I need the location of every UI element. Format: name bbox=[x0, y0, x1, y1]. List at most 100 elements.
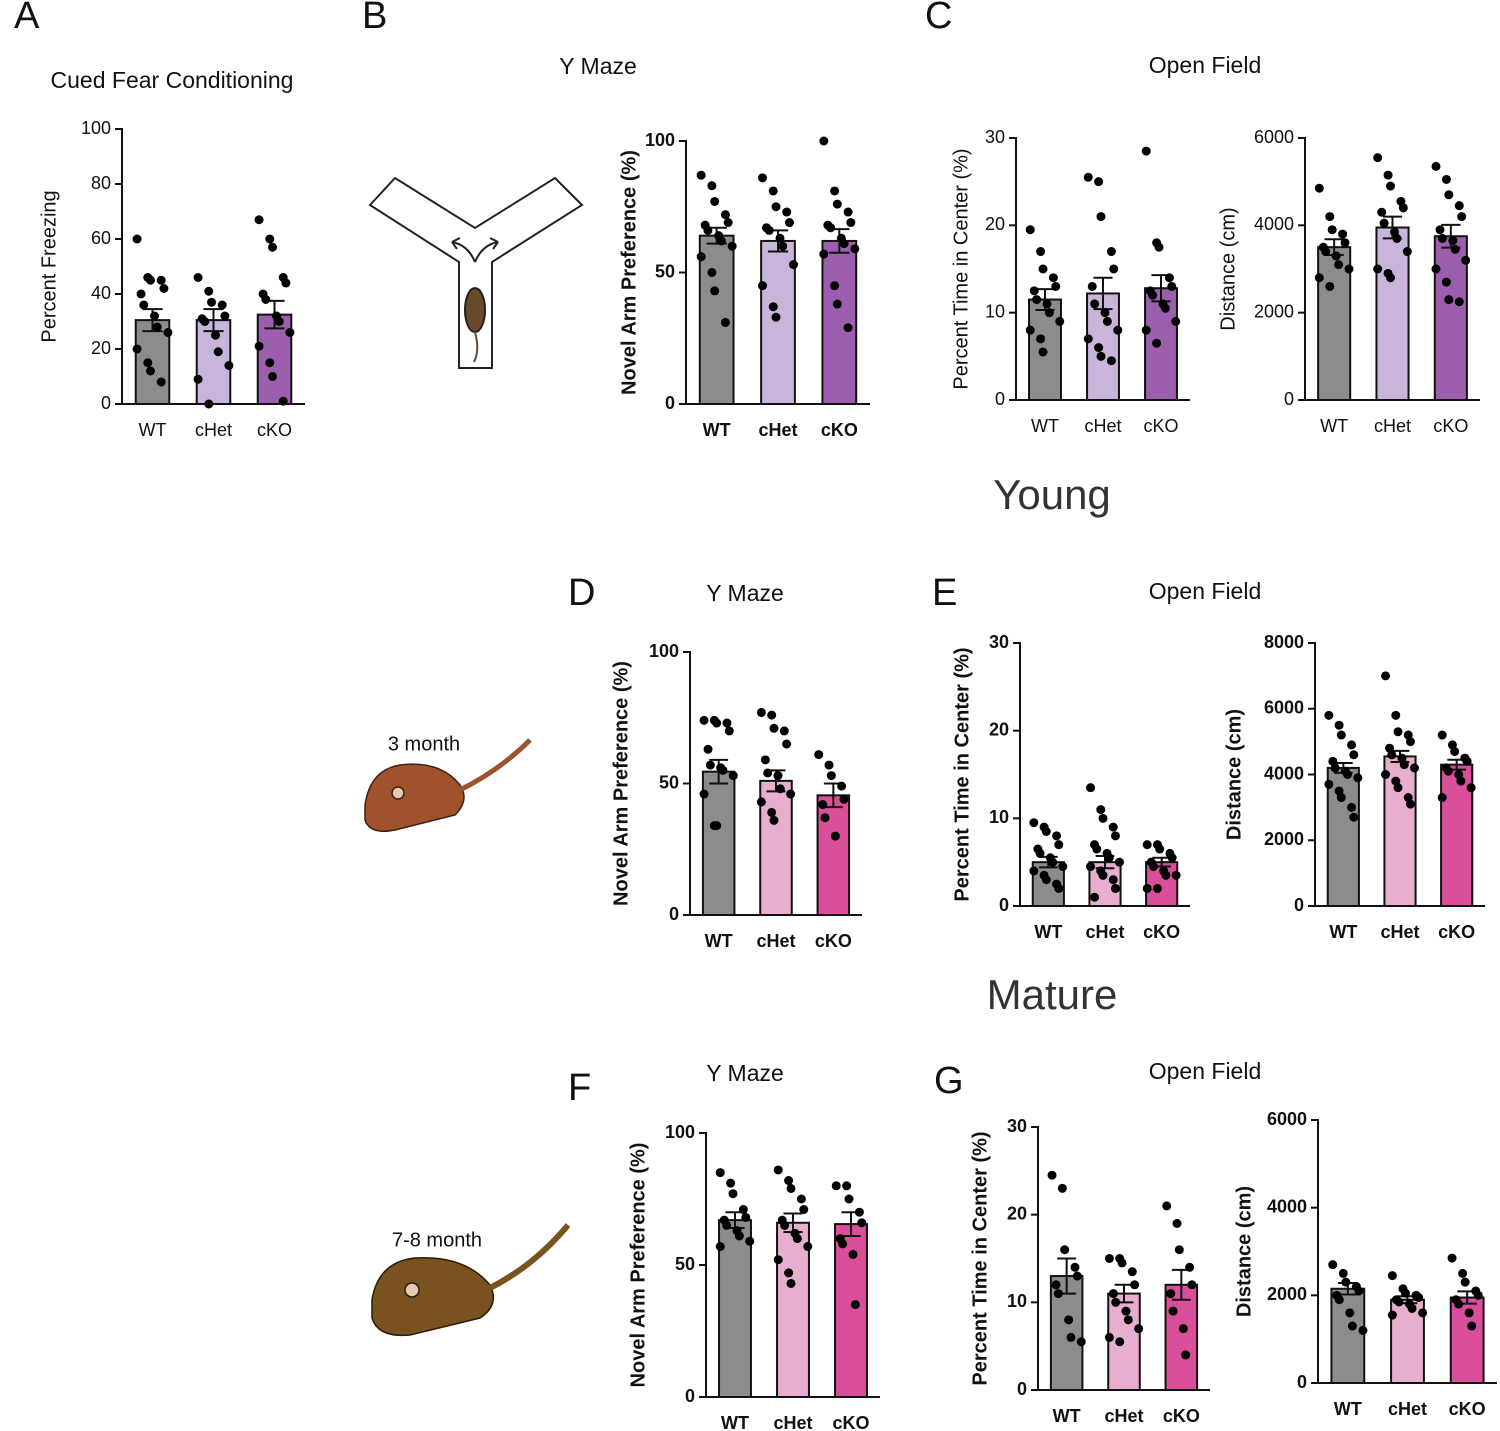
data-point bbox=[1418, 1308, 1428, 1318]
data-point bbox=[778, 241, 788, 251]
data-point bbox=[720, 210, 730, 220]
data-point bbox=[268, 242, 277, 252]
data-point bbox=[712, 718, 722, 728]
x-tick-label: cHet bbox=[1374, 416, 1411, 436]
data-point bbox=[764, 225, 774, 235]
data-point bbox=[1038, 347, 1048, 357]
data-point bbox=[786, 789, 796, 799]
x-tick-label: WT bbox=[721, 1413, 749, 1431]
data-point bbox=[1161, 870, 1171, 880]
data-point bbox=[1029, 818, 1039, 828]
y-tick-label: 4000 bbox=[1267, 1196, 1307, 1216]
data-point bbox=[1174, 1245, 1184, 1255]
data-point bbox=[727, 241, 737, 251]
bar bbox=[816, 794, 851, 917]
data-point bbox=[207, 297, 216, 307]
data-point bbox=[788, 260, 798, 270]
data-point bbox=[1055, 316, 1065, 326]
data-point bbox=[830, 831, 840, 841]
data-point bbox=[715, 1242, 725, 1252]
data-point bbox=[767, 710, 777, 720]
data-point bbox=[1393, 783, 1403, 793]
data-point bbox=[756, 797, 766, 807]
x-tick-label: cHet bbox=[1084, 416, 1121, 436]
panel-letter: D bbox=[568, 572, 595, 614]
x-tick-label: WT bbox=[139, 420, 167, 440]
data-point bbox=[710, 196, 720, 206]
data-point bbox=[1391, 710, 1401, 720]
y-tick-label: 0 bbox=[1284, 389, 1294, 409]
data-point bbox=[826, 223, 836, 233]
data-point bbox=[1171, 870, 1181, 880]
data-point bbox=[268, 372, 277, 381]
y-tick-label: 20 bbox=[985, 214, 1005, 234]
data-point bbox=[782, 739, 792, 749]
data-point bbox=[819, 136, 829, 146]
data-point bbox=[193, 374, 203, 384]
data-point bbox=[1152, 338, 1162, 348]
group-heading: Mature bbox=[987, 971, 1118, 1018]
data-point bbox=[1325, 212, 1335, 222]
bar bbox=[1326, 766, 1360, 907]
data-point bbox=[818, 800, 828, 810]
data-point bbox=[707, 268, 717, 277]
data-point bbox=[132, 234, 142, 244]
y-tick-label: 40 bbox=[91, 283, 111, 303]
data-point bbox=[1051, 1280, 1061, 1290]
data-point bbox=[1386, 181, 1395, 191]
data-point bbox=[132, 344, 142, 354]
data-point bbox=[1060, 1245, 1070, 1255]
group-heading: Young bbox=[993, 471, 1111, 518]
data-point bbox=[826, 771, 836, 781]
y-tick-label: 0 bbox=[995, 389, 1005, 409]
data-point bbox=[1347, 1321, 1357, 1331]
data-point bbox=[769, 723, 779, 733]
data-point bbox=[716, 236, 726, 246]
data-point bbox=[1148, 862, 1158, 872]
data-point bbox=[150, 311, 159, 321]
data-point bbox=[1035, 848, 1045, 858]
data-point bbox=[1100, 308, 1110, 318]
y-axis-label: Percent Time in Center (%) bbox=[950, 148, 972, 389]
y-tick-label: 6000 bbox=[1267, 1109, 1307, 1129]
bar bbox=[1164, 1283, 1199, 1392]
data-point bbox=[1456, 776, 1466, 786]
chart-title: Y Maze bbox=[706, 1060, 784, 1086]
data-point bbox=[1142, 883, 1152, 893]
data-point bbox=[699, 789, 709, 799]
data-point bbox=[1387, 1271, 1397, 1281]
data-point bbox=[705, 760, 715, 770]
y-axis-label: Novel Arm Preference (%) bbox=[627, 1143, 649, 1388]
data-point bbox=[1386, 273, 1395, 283]
data-point bbox=[767, 807, 777, 817]
data-point bbox=[1053, 1289, 1063, 1299]
x-tick-label: cHet bbox=[1104, 1406, 1143, 1426]
data-point bbox=[1336, 730, 1346, 740]
x-tick-label: cHet bbox=[773, 1413, 812, 1431]
data-point bbox=[1054, 840, 1064, 850]
data-point bbox=[156, 377, 166, 387]
data-point bbox=[1066, 1332, 1076, 1342]
data-point bbox=[773, 1255, 783, 1265]
x-tick-label: cHet bbox=[1085, 922, 1124, 942]
data-point bbox=[1048, 857, 1058, 867]
data-point bbox=[1086, 862, 1096, 872]
x-tick-label: cHet bbox=[195, 420, 232, 440]
y-tick-label: 30 bbox=[1007, 1116, 1027, 1136]
chart-title: Cued Fear Conditioning bbox=[51, 67, 294, 93]
data-point bbox=[703, 744, 713, 754]
data-point bbox=[1154, 242, 1164, 252]
data-point bbox=[1402, 247, 1412, 257]
data-point bbox=[1162, 1201, 1172, 1211]
x-tick-label: WT bbox=[1329, 922, 1357, 942]
data-point bbox=[204, 286, 214, 296]
data-point bbox=[830, 281, 840, 291]
data-point bbox=[773, 1165, 783, 1175]
error-bar bbox=[203, 308, 224, 333]
x-tick-label: cKO bbox=[1433, 416, 1468, 436]
data-point bbox=[1029, 286, 1039, 296]
data-point bbox=[1392, 233, 1402, 243]
data-point bbox=[1141, 325, 1151, 335]
data-point bbox=[1343, 770, 1353, 779]
data-point bbox=[1330, 763, 1340, 773]
